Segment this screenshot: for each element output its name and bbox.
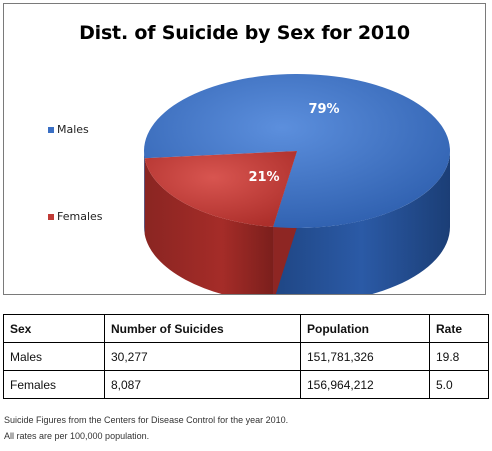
legend-item-males: Males [48,123,89,136]
header-sex: Sex [3,314,105,343]
header-population: Population [300,314,430,343]
legend-swatch-males [48,126,54,133]
legend-item-females: Females [48,210,103,223]
legend-swatch-females [48,213,54,220]
pie-slice-females [144,151,297,228]
cell-number: 8,087 [104,370,301,399]
footnote-rates: All rates are per 100,000 population. [4,431,150,441]
cell-sex: Males [3,342,105,371]
table-row: Males 30,277 151,781,326 19.8 [3,342,489,371]
cell-population: 151,781,326 [300,342,430,371]
data-label-males: 79% [308,102,339,117]
cell-sex: Females [3,370,105,399]
legend-label-males: Males [57,123,89,136]
header-rate: Rate [429,314,489,343]
cell-population: 156,964,212 [300,370,430,399]
table-row: Females 8,087 156,964,212 5.0 [3,370,489,399]
pie-side-males [144,151,145,235]
cell-rate: 5.0 [429,370,489,399]
legend-label-females: Females [57,210,103,223]
cell-number: 30,277 [104,342,301,371]
header-number-of-suicides: Number of Suicides [104,314,301,343]
chart-title: Dist. of Suicide by Sex for 2010 [79,22,410,44]
cell-rate: 19.8 [429,342,489,371]
footnote-source: Suicide Figures from the Centers for Dis… [4,415,289,425]
chart-container: Dist. of Suicide by Sex for 2010 Males F… [3,3,486,295]
suicide-data-table: Sex Number of Suicides Population Rate M… [3,314,489,399]
pie-side-females [144,158,274,294]
pie-chart: 79% 21% [144,74,451,294]
pie-side-males [273,151,450,294]
data-label-females: 21% [248,170,279,185]
table-header-row: Sex Number of Suicides Population Rate [3,314,489,343]
